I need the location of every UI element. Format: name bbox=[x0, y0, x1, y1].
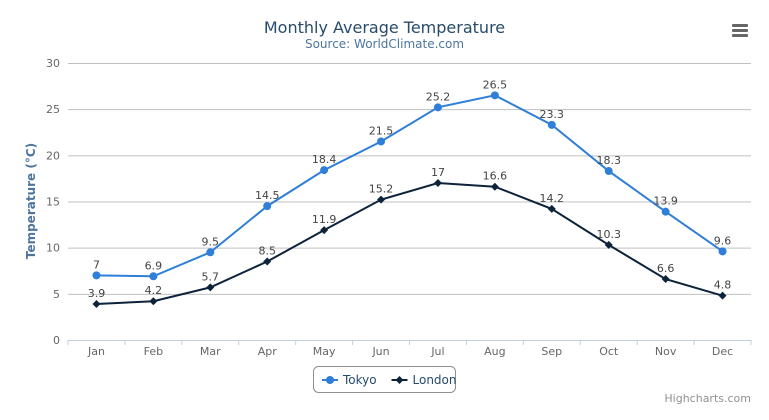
data-point[interactable] bbox=[92, 299, 101, 308]
data-point[interactable] bbox=[490, 91, 499, 100]
data-point[interactable] bbox=[718, 291, 727, 300]
series-london: 3.9 4.2 5.7 8.5 11.9 15.2 17 16.6 14.2 10.3 6.6 4.8 bbox=[88, 166, 732, 308]
data-point[interactable] bbox=[320, 226, 329, 235]
x-tick-label: Dec bbox=[712, 345, 733, 358]
data-label: 26.5 bbox=[483, 78, 508, 91]
data-label: 6.6 bbox=[657, 262, 675, 275]
data-point[interactable] bbox=[604, 240, 613, 249]
y-tick-label: 20 bbox=[46, 149, 60, 162]
data-point[interactable] bbox=[149, 272, 158, 281]
y-axis: 0 5 10 15 20 25 30 bbox=[46, 57, 60, 347]
y-tick-label: 0 bbox=[53, 334, 60, 347]
data-point[interactable] bbox=[320, 166, 329, 175]
data-label: 9.6 bbox=[714, 234, 732, 247]
data-point[interactable] bbox=[604, 167, 613, 176]
x-tick-label: Jan bbox=[87, 345, 105, 358]
x-tick-label: Apr bbox=[258, 345, 278, 358]
data-point[interactable] bbox=[263, 257, 272, 266]
x-tick-label: Nov bbox=[655, 345, 677, 358]
data-label: 14.5 bbox=[255, 189, 280, 202]
series: 7 6.9 9.5 14.5 18.4 21.5 25.2 26.5 23.3 18.3 13.9 9… bbox=[88, 78, 732, 308]
chart-title: Monthly Average Temperature bbox=[264, 18, 505, 37]
x-tick-label: Feb bbox=[144, 345, 163, 358]
data-label: 6.9 bbox=[145, 259, 163, 272]
x-tick-label: Jul bbox=[430, 345, 444, 358]
data-point[interactable] bbox=[149, 297, 158, 306]
data-label: 10.3 bbox=[596, 228, 621, 241]
x-axis: Jan Feb Mar Apr May Jun Jul Aug Sep Oct Nov Dec bbox=[67, 340, 752, 358]
data-label: 15.2 bbox=[369, 183, 394, 196]
data-point[interactable] bbox=[206, 248, 215, 257]
data-point[interactable] bbox=[206, 283, 215, 292]
series-line bbox=[96, 182, 723, 305]
data-point[interactable] bbox=[92, 271, 101, 280]
data-label: 16.6 bbox=[483, 170, 508, 183]
legend-item-tokyo[interactable]: Tokyo bbox=[322, 373, 377, 387]
credits-link[interactable]: Highcharts.com bbox=[664, 392, 751, 405]
data-label: 25.2 bbox=[426, 90, 451, 103]
data-label: 7 bbox=[93, 258, 100, 271]
data-label: 13.9 bbox=[653, 195, 678, 208]
data-label: 11.9 bbox=[312, 213, 337, 226]
legend-marker[interactable] bbox=[395, 376, 404, 384]
data-label: 3.9 bbox=[88, 287, 106, 300]
y-tick-label: 30 bbox=[46, 57, 60, 70]
legend-marker[interactable] bbox=[326, 376, 334, 384]
data-point[interactable] bbox=[661, 207, 670, 216]
data-label: 14.2 bbox=[540, 192, 565, 205]
x-tick-label: Sep bbox=[541, 345, 562, 358]
grid bbox=[68, 63, 751, 341]
chart-subtitle: Source: WorldClimate.com bbox=[305, 37, 464, 51]
data-point[interactable] bbox=[547, 120, 556, 129]
data-label: 23.3 bbox=[540, 108, 565, 121]
data-label: 17 bbox=[431, 166, 445, 179]
hamburger-menu-icon[interactable] bbox=[732, 24, 748, 37]
data-point[interactable] bbox=[433, 103, 442, 112]
data-point[interactable] bbox=[377, 195, 386, 204]
data-point[interactable] bbox=[490, 182, 499, 191]
data-label: 4.8 bbox=[714, 279, 732, 292]
data-point[interactable] bbox=[661, 275, 670, 284]
data-label: 21.5 bbox=[369, 124, 394, 137]
legend-item-london[interactable]: London bbox=[391, 373, 457, 387]
legend-box bbox=[313, 366, 456, 393]
data-point[interactable] bbox=[263, 202, 272, 211]
data-label: 8.5 bbox=[258, 245, 276, 258]
x-tick-label: Oct bbox=[599, 345, 619, 358]
x-tick-label: Mar bbox=[200, 345, 221, 358]
data-label: 4.2 bbox=[145, 284, 163, 297]
y-axis-title: Temperature (°C) bbox=[24, 143, 38, 259]
y-tick-label: 10 bbox=[46, 242, 60, 255]
data-label: 18.3 bbox=[596, 154, 621, 167]
x-tick-label: May bbox=[313, 345, 336, 358]
legend: Tokyo London bbox=[313, 366, 457, 393]
legend-label: London bbox=[413, 373, 457, 387]
data-label: 18.4 bbox=[312, 153, 337, 166]
x-tick-label: Aug bbox=[484, 345, 505, 358]
data-label: 5.7 bbox=[202, 270, 220, 283]
data-point[interactable] bbox=[547, 204, 556, 213]
x-tick-label: Jun bbox=[371, 345, 389, 358]
data-point[interactable] bbox=[718, 247, 727, 256]
legend-label: Tokyo bbox=[342, 373, 377, 387]
y-tick-label: 5 bbox=[53, 288, 60, 301]
data-point[interactable] bbox=[433, 179, 442, 188]
y-tick-label: 25 bbox=[46, 103, 60, 116]
y-tick-label: 15 bbox=[46, 196, 60, 209]
series-line bbox=[96, 94, 724, 278]
data-label: 9.5 bbox=[202, 235, 220, 248]
data-point[interactable] bbox=[377, 137, 386, 146]
series-tokyo: 7 6.9 9.5 14.5 18.4 21.5 25.2 26.5 23.3 18.3 13.9 9… bbox=[92, 78, 732, 281]
